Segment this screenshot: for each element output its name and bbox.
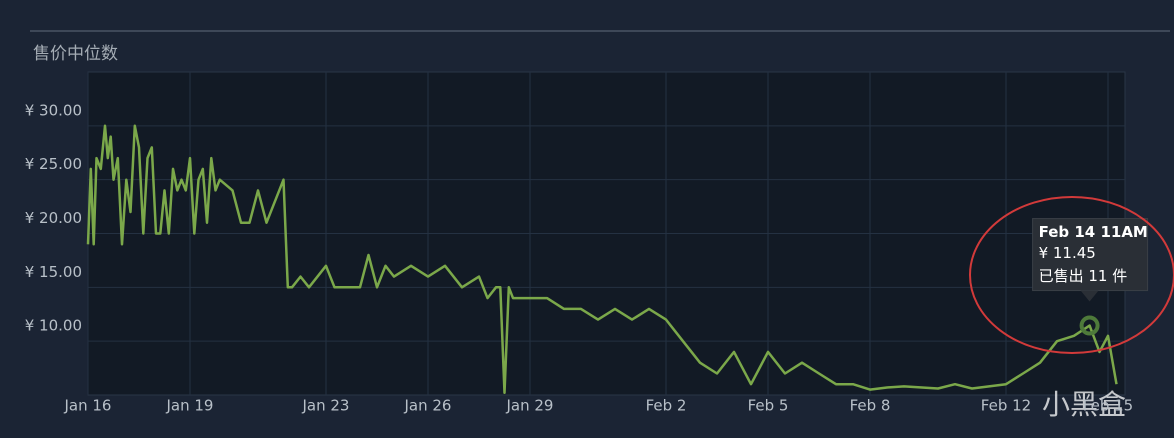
y-tick-label: ¥ 20.00: [25, 209, 82, 227]
tooltip-box: [1032, 218, 1149, 292]
x-tick-label: Feb 8: [850, 397, 891, 415]
y-tick-label: ¥ 25.00: [25, 155, 82, 173]
x-tick-label: Jan 26: [404, 397, 452, 415]
chart-title: 售价中位数: [33, 44, 118, 64]
y-tick-label: ¥ 15.00: [25, 263, 82, 281]
x-tick-label: Feb 5: [748, 397, 789, 415]
x-tick-label: Jan 16: [64, 397, 112, 415]
tooltip-title: Feb 14 11AM: [1039, 223, 1148, 241]
hover-point: [1079, 315, 1100, 336]
tooltip-price: ¥ 11.45: [1039, 244, 1096, 262]
x-tick-label: Jan 19: [166, 397, 214, 415]
price-line: [86, 124, 1118, 395]
x-tick-label: Feb 2: [646, 397, 687, 415]
y-tick-label: ¥ 10.00: [25, 317, 82, 335]
x-tick-label: Feb 15: [1083, 397, 1133, 415]
watermark: 小黑盒: [1042, 388, 1126, 421]
highlight-ring: [969, 196, 1174, 354]
x-tick-label: Jan 23: [302, 397, 350, 415]
x-tick-label: Jan 29: [506, 397, 554, 415]
tooltip-pointer: [1080, 290, 1099, 302]
x-tick-label: Feb 12: [981, 397, 1031, 415]
tooltip-sold: 已售出 11 件: [1039, 267, 1128, 285]
y-tick-label: ¥ 30.00: [25, 101, 82, 119]
